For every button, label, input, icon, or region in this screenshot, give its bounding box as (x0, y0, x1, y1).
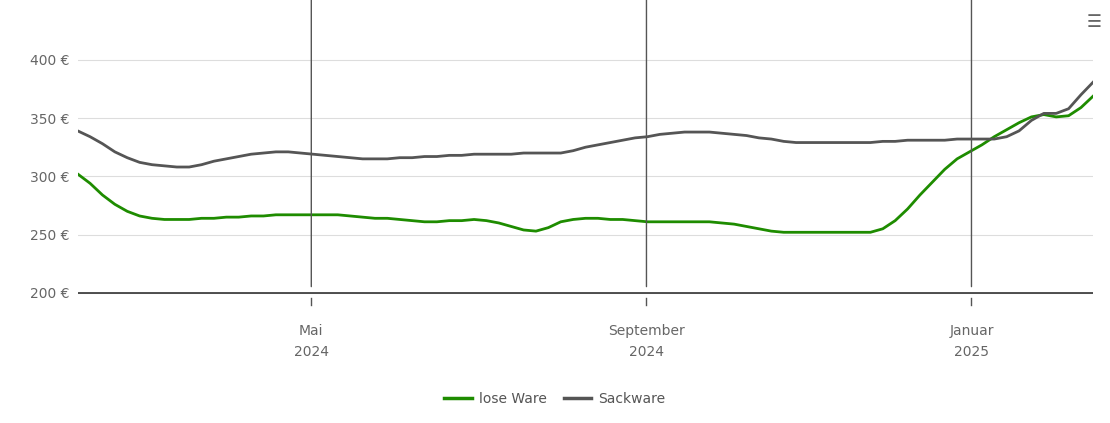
Text: 2025: 2025 (953, 345, 989, 359)
Text: Mai: Mai (299, 324, 323, 338)
Text: ☰: ☰ (1087, 13, 1101, 31)
Text: 2024: 2024 (629, 345, 664, 359)
Text: 2024: 2024 (294, 345, 329, 359)
Legend: lose Ware, Sackware: lose Ware, Sackware (438, 387, 672, 412)
Text: Januar: Januar (949, 324, 993, 338)
Text: September: September (608, 324, 685, 338)
